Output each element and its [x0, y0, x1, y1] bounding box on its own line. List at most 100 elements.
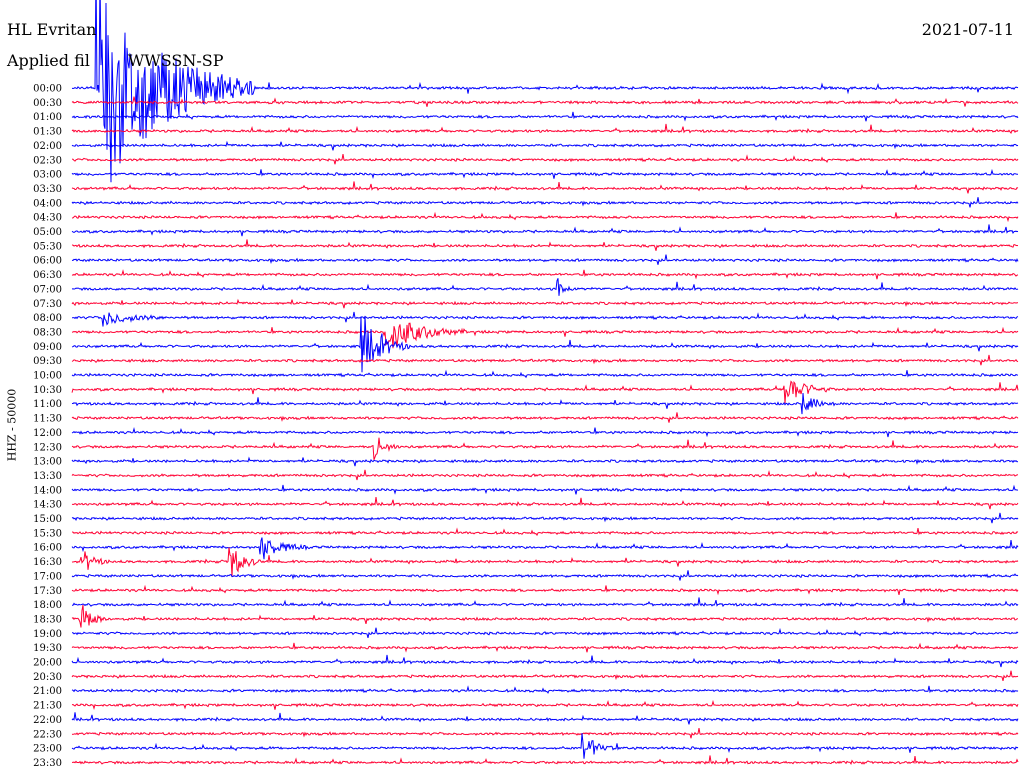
trace-line [71, 197, 1019, 208]
trace-line [71, 570, 1019, 581]
tick-label: 12:00 [33, 428, 62, 439]
tick-label: 22:00 [33, 715, 62, 726]
tick-label: 13:30 [33, 471, 62, 482]
tick-label: 11:30 [33, 414, 62, 425]
trace-line [71, 354, 1019, 366]
trace-line [71, 654, 1019, 668]
trace-line [71, 154, 1019, 165]
tick-label: 20:30 [33, 672, 62, 683]
trace-line [71, 168, 1018, 179]
tick-label: 08:30 [33, 327, 62, 338]
tick-label: 00:30 [33, 98, 62, 109]
trace-line [71, 311, 1019, 327]
tick-label: 15:30 [33, 528, 62, 539]
tick-label: 19:00 [33, 629, 62, 640]
trace-line [71, 670, 1019, 682]
tick-label: 23:30 [33, 758, 62, 769]
date-label: 2021-07-11 [921, 20, 1014, 39]
tick-label: 19:30 [33, 643, 62, 654]
trace-line [71, 427, 1019, 438]
tick-label: 17:30 [33, 586, 62, 597]
trace-line [71, 392, 1019, 415]
tick-label: 09:00 [33, 342, 62, 353]
trace-line [71, 412, 1019, 423]
trace-line [71, 224, 1019, 237]
tick-label: 22:30 [33, 729, 62, 740]
tick-label: 00:00 [33, 84, 62, 95]
tick-label: 03:30 [33, 184, 62, 195]
trace-line [72, 597, 1019, 608]
tick-label: 07:30 [33, 299, 62, 310]
tick-label: 06:30 [33, 270, 62, 281]
tick-label: 23:00 [33, 744, 62, 755]
tick-label: 20:00 [33, 658, 62, 669]
trace-line [71, 96, 1019, 107]
trace-line [71, 278, 1019, 296]
trace-line [71, 728, 1019, 739]
tick-label: 16:30 [33, 557, 62, 568]
tick-label: 01:30 [33, 127, 62, 138]
trace-line [72, 755, 1019, 765]
tick-label: 03:00 [33, 170, 62, 181]
tick-label: 06:00 [33, 256, 62, 267]
trace-line [71, 254, 1019, 265]
trace-line [71, 685, 1019, 694]
tick-label: 12:30 [33, 442, 62, 453]
trace-line [71, 269, 1019, 280]
tick-label: 10:30 [33, 385, 62, 396]
tick-label: 02:00 [33, 141, 62, 152]
tick-label: 18:00 [33, 600, 62, 611]
tick-label: 07:00 [33, 284, 62, 295]
trace-line [71, 0, 1019, 183]
tick-label: 16:00 [33, 543, 62, 554]
trace-line [71, 123, 1019, 134]
y-axis-label: HHZ - 50000 [5, 388, 19, 462]
trace-line [71, 537, 1019, 560]
trace-line [71, 380, 1019, 404]
trace-line [71, 642, 1019, 653]
trace-line [71, 512, 1019, 524]
tick-label: 05:30 [33, 241, 62, 252]
tick-label: 14:30 [33, 500, 62, 511]
station-label: HL Evritan [7, 20, 97, 39]
tick-label: 02:30 [33, 155, 62, 166]
trace-line [71, 437, 1019, 460]
tick-label: 18:30 [33, 614, 62, 625]
trace-line [71, 604, 1019, 628]
trace-line [71, 315, 1019, 373]
tick-label: 15:00 [33, 514, 62, 525]
tick-label: 04:30 [33, 213, 62, 224]
tick-label: 11:00 [33, 399, 62, 410]
trace-line [71, 111, 1019, 122]
trace-line [71, 239, 1019, 251]
filter-prefix: Applied fil [7, 51, 90, 70]
trace-line [71, 712, 1019, 725]
trace-line [71, 456, 1019, 467]
trace-line [71, 484, 1019, 495]
tick-label: 04:00 [33, 198, 62, 209]
filter-name: WWSSN-SP [127, 51, 224, 70]
tick-label: 21:30 [33, 701, 62, 712]
trace-line [72, 627, 1019, 639]
trace-line [71, 322, 1019, 349]
trace-line [71, 699, 1019, 711]
tick-label: 05:00 [33, 227, 62, 238]
tick-label: 10:00 [33, 371, 62, 382]
trace-line [71, 140, 1019, 151]
trace-line [71, 733, 1019, 759]
filter-label: Applied fil WWSSN-SP [7, 51, 224, 70]
tick-label: 13:00 [33, 457, 62, 468]
trace-line [71, 369, 1019, 379]
trace-line [71, 181, 1019, 194]
tick-label: 14:00 [33, 485, 62, 496]
trace-line [71, 527, 1019, 537]
tick-label: 09:30 [33, 356, 62, 367]
trace-line [71, 298, 1018, 309]
tick-label: 21:00 [33, 686, 62, 697]
tick-label: 17:00 [33, 571, 62, 582]
trace-line [71, 584, 1019, 596]
trace-line [71, 497, 1019, 510]
trace-line [71, 547, 1019, 577]
trace-line [71, 469, 1019, 481]
